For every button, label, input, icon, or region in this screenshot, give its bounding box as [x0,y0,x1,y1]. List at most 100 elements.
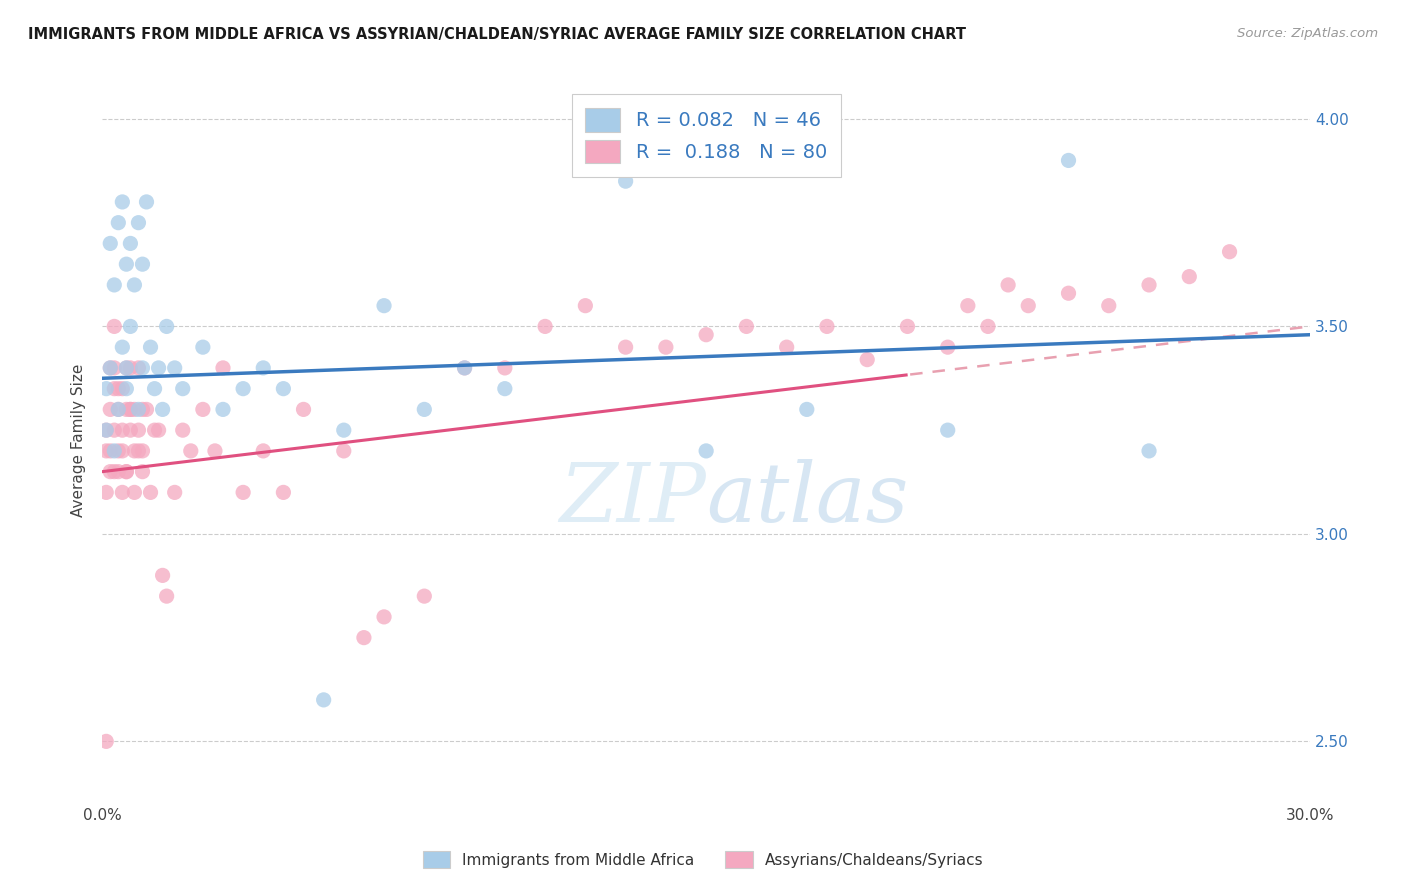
Point [111,194,134,209]
Point [120,236,142,251]
Point [936,340,959,354]
Point [152,568,174,582]
Legend: R = 0.082   N = 46, R =  0.188   N = 80: R = 0.082 N = 46, R = 0.188 N = 80 [572,95,841,177]
Point [163,360,186,375]
Point [695,327,717,342]
Point [107,402,129,417]
Point [124,485,146,500]
Point [143,423,166,437]
Point [163,485,186,500]
Point [111,340,134,354]
Point [115,360,138,375]
Point [614,174,637,188]
Point [1017,299,1039,313]
Point [204,443,226,458]
Point [98,360,121,375]
Point [143,382,166,396]
Point [103,382,125,396]
Point [103,360,125,375]
Point [796,402,818,417]
Point [956,299,979,313]
Point [111,382,134,396]
Y-axis label: Average Family Size: Average Family Size [72,364,86,517]
Point [98,360,121,375]
Point [103,277,125,292]
Point [131,443,153,458]
Point [98,443,121,458]
Point [152,402,174,417]
Point [252,360,274,375]
Point [232,485,254,500]
Point [127,216,149,230]
Point [148,423,170,437]
Point [131,360,153,375]
Point [614,340,637,354]
Point [107,465,129,479]
Point [977,319,1000,334]
Point [107,443,129,458]
Point [127,443,149,458]
Point [103,319,125,334]
Point [312,693,335,707]
Point [997,277,1019,292]
Point [1057,286,1080,301]
Point [103,443,125,458]
Point [96,734,118,748]
Point [111,443,134,458]
Point [120,319,142,334]
Point [131,257,153,271]
Text: atlas: atlas [706,458,908,539]
Point [494,382,516,396]
Point [333,443,356,458]
Point [815,319,838,334]
Point [120,360,142,375]
Point [127,423,149,437]
Point [96,423,118,437]
Text: IMMIGRANTS FROM MIDDLE AFRICA VS ASSYRIAN/CHALDEAN/SYRIAC AVERAGE FAMILY SIZE CO: IMMIGRANTS FROM MIDDLE AFRICA VS ASSYRIA… [28,27,966,42]
Point [111,423,134,437]
Point [127,360,149,375]
Point [103,423,125,437]
Point [776,340,799,354]
Point [180,443,202,458]
Point [135,194,157,209]
Point [212,402,235,417]
Point [212,360,235,375]
Point [131,402,153,417]
Point [333,423,356,437]
Point [96,382,118,396]
Point [135,402,157,417]
Text: ZIP: ZIP [560,458,706,539]
Point [1219,244,1241,259]
Point [124,277,146,292]
Point [131,465,153,479]
Point [115,257,138,271]
Point [124,443,146,458]
Point [574,299,596,313]
Point [96,485,118,500]
Point [695,443,717,458]
Point [120,402,142,417]
Point [413,402,436,417]
Point [453,360,475,375]
Point [1178,269,1201,284]
Point [373,299,395,313]
Point [127,402,149,417]
Point [172,382,194,396]
Point [191,402,214,417]
Point [107,402,129,417]
Point [936,423,959,437]
Point [96,423,118,437]
Point [735,319,758,334]
Point [124,402,146,417]
Point [96,443,118,458]
Point [115,382,138,396]
Point [139,485,162,500]
Point [139,340,162,354]
Point [98,236,121,251]
Point [494,360,516,375]
Point [107,382,129,396]
Point [120,402,142,417]
Point [107,216,129,230]
Point [191,340,214,354]
